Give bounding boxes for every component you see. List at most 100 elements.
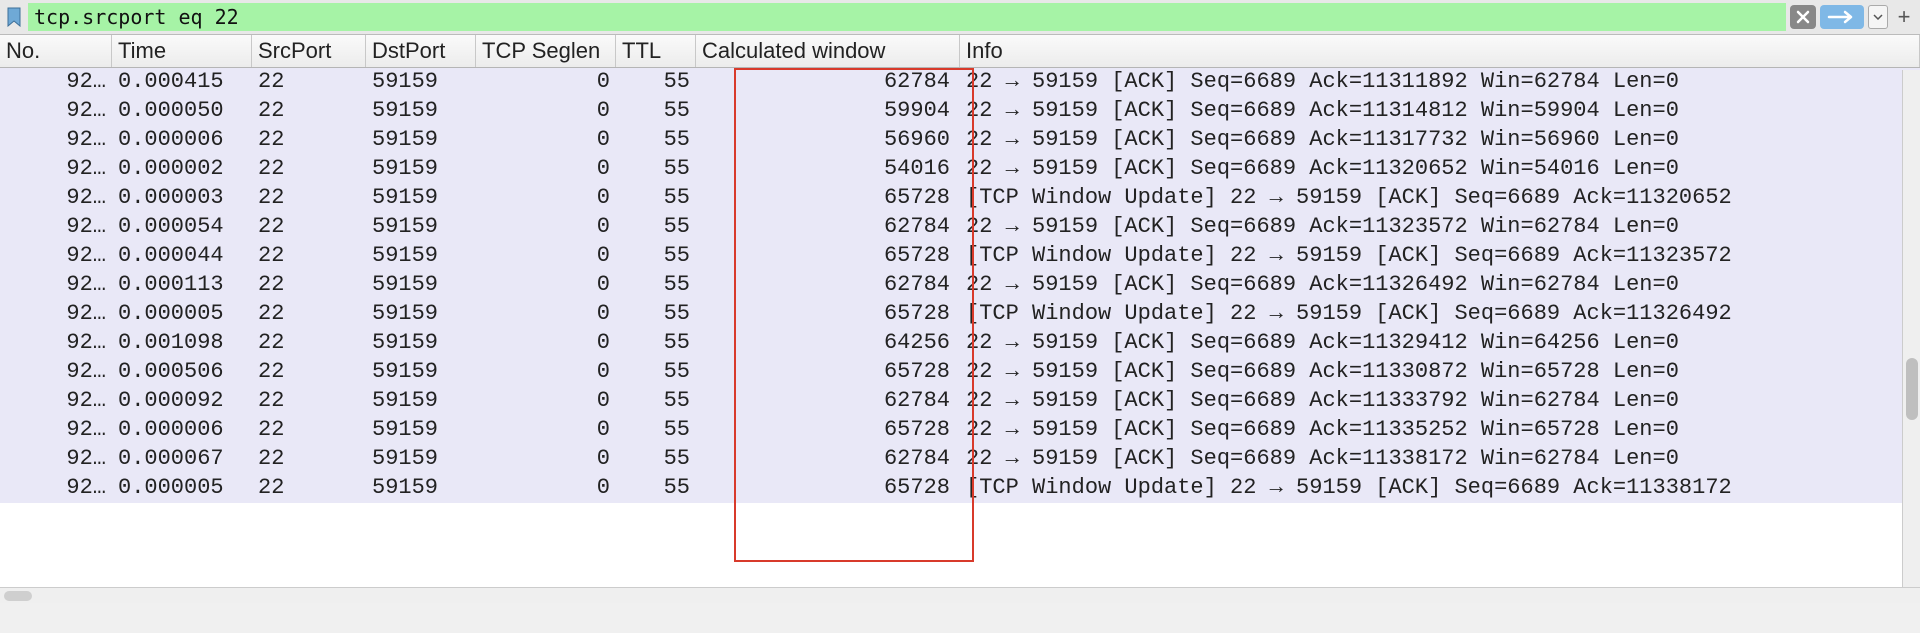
- cell-no: 92…: [0, 358, 112, 387]
- cell-time: 0.000415: [112, 68, 252, 97]
- cell-no: 92…: [0, 416, 112, 445]
- cell-seglen: 0: [476, 329, 616, 358]
- cell-seglen: 0: [476, 184, 616, 213]
- cell-calcwin: 65728: [696, 300, 960, 329]
- table-row[interactable]: 92…0.00000622591590556572822 → 59159 [AC…: [0, 416, 1920, 445]
- cell-dstport: 59159: [366, 242, 476, 271]
- cell-no: 92…: [0, 213, 112, 242]
- cell-info: 22 → 59159 [ACK] Seq=6689 Ack=11314812 W…: [960, 97, 1920, 126]
- cell-dstport: 59159: [366, 184, 476, 213]
- table-row[interactable]: 92…0.00000622591590555696022 → 59159 [AC…: [0, 126, 1920, 155]
- cell-srcport: 22: [252, 445, 366, 474]
- cell-time: 0.000005: [112, 300, 252, 329]
- cell-time: 0.000092: [112, 387, 252, 416]
- cell-srcport: 22: [252, 329, 366, 358]
- cell-info: 22 → 59159 [ACK] Seq=6689 Ack=11326492 W…: [960, 271, 1920, 300]
- cell-no: 92…: [0, 155, 112, 184]
- packet-list-pane: No. Time SrcPort DstPort TCP Seglen TTL …: [0, 35, 1920, 603]
- cell-no: 92…: [0, 184, 112, 213]
- display-filter-input[interactable]: [28, 3, 1786, 31]
- table-row[interactable]: 92…0.00011322591590556278422 → 59159 [AC…: [0, 271, 1920, 300]
- cell-no: 92…: [0, 97, 112, 126]
- cell-no: 92…: [0, 68, 112, 97]
- cell-calcwin: 59904: [696, 97, 960, 126]
- column-header-dstport[interactable]: DstPort: [366, 35, 476, 67]
- column-header-ttl[interactable]: TTL: [616, 35, 696, 67]
- cell-info: 22 → 59159 [ACK] Seq=6689 Ack=11329412 W…: [960, 329, 1920, 358]
- column-header-seglen[interactable]: TCP Seglen: [476, 35, 616, 67]
- apply-filter-button[interactable]: [1820, 5, 1864, 29]
- cell-calcwin: 62784: [696, 387, 960, 416]
- packet-list-body[interactable]: 92…0.00041522591590556278422 → 59159 [AC…: [0, 68, 1920, 503]
- table-row[interactable]: 92…0.000044225915905565728[TCP Window Up…: [0, 242, 1920, 271]
- column-header-info[interactable]: Info: [960, 35, 1920, 67]
- cell-calcwin: 54016: [696, 155, 960, 184]
- table-row[interactable]: 92…0.000005225915905565728[TCP Window Up…: [0, 300, 1920, 329]
- vertical-scrollbar-thumb[interactable]: [1906, 358, 1918, 420]
- cell-info: 22 → 59159 [ACK] Seq=6689 Ack=11333792 W…: [960, 387, 1920, 416]
- cell-dstport: 59159: [366, 213, 476, 242]
- table-row[interactable]: 92…0.00050622591590556572822 → 59159 [AC…: [0, 358, 1920, 387]
- table-row[interactable]: 92…0.00109822591590556425622 → 59159 [AC…: [0, 329, 1920, 358]
- cell-seglen: 0: [476, 387, 616, 416]
- cell-ttl: 55: [616, 416, 696, 445]
- table-row[interactable]: 92…0.00006722591590556278422 → 59159 [AC…: [0, 445, 1920, 474]
- cell-srcport: 22: [252, 126, 366, 155]
- cell-calcwin: 65728: [696, 416, 960, 445]
- cell-seglen: 0: [476, 445, 616, 474]
- cell-time: 0.000002: [112, 155, 252, 184]
- cell-srcport: 22: [252, 271, 366, 300]
- cell-seglen: 0: [476, 358, 616, 387]
- horizontal-scrollbar-thumb[interactable]: [4, 591, 32, 601]
- cell-dstport: 59159: [366, 155, 476, 184]
- cell-time: 0.000506: [112, 358, 252, 387]
- column-header-srcport[interactable]: SrcPort: [252, 35, 366, 67]
- table-row[interactable]: 92…0.000005225915905565728[TCP Window Up…: [0, 474, 1920, 503]
- cell-ttl: 55: [616, 126, 696, 155]
- cell-no: 92…: [0, 474, 112, 503]
- column-header-calcwin[interactable]: Calculated window: [696, 35, 960, 67]
- bookmark-icon[interactable]: [4, 5, 24, 29]
- cell-srcport: 22: [252, 184, 366, 213]
- cell-srcport: 22: [252, 97, 366, 126]
- cell-info: 22 → 59159 [ACK] Seq=6689 Ack=11335252 W…: [960, 416, 1920, 445]
- cell-info: 22 → 59159 [ACK] Seq=6689 Ack=11320652 W…: [960, 155, 1920, 184]
- filter-history-dropdown[interactable]: [1868, 5, 1888, 29]
- cell-ttl: 55: [616, 329, 696, 358]
- cell-ttl: 55: [616, 445, 696, 474]
- cell-srcport: 22: [252, 242, 366, 271]
- cell-dstport: 59159: [366, 474, 476, 503]
- table-row[interactable]: 92…0.00041522591590556278422 → 59159 [AC…: [0, 68, 1920, 97]
- horizontal-scrollbar[interactable]: [0, 587, 1920, 603]
- cell-dstport: 59159: [366, 416, 476, 445]
- cell-dstport: 59159: [366, 97, 476, 126]
- cell-srcport: 22: [252, 68, 366, 97]
- cell-no: 92…: [0, 126, 112, 155]
- vertical-scrollbar[interactable]: [1902, 70, 1920, 587]
- cell-info: [TCP Window Update] 22 → 59159 [ACK] Seq…: [960, 474, 1920, 503]
- cell-info: 22 → 59159 [ACK] Seq=6689 Ack=11330872 W…: [960, 358, 1920, 387]
- cell-ttl: 55: [616, 300, 696, 329]
- cell-ttl: 55: [616, 184, 696, 213]
- cell-calcwin: 62784: [696, 445, 960, 474]
- clear-filter-button[interactable]: [1790, 5, 1816, 29]
- cell-ttl: 55: [616, 68, 696, 97]
- table-row[interactable]: 92…0.00009222591590556278422 → 59159 [AC…: [0, 387, 1920, 416]
- cell-dstport: 59159: [366, 300, 476, 329]
- table-row[interactable]: 92…0.00000222591590555401622 → 59159 [AC…: [0, 155, 1920, 184]
- add-filter-button[interactable]: +: [1892, 5, 1916, 29]
- cell-time: 0.000050: [112, 97, 252, 126]
- filter-toolbar: +: [1790, 5, 1916, 29]
- table-row[interactable]: 92…0.00005022591590555990422 → 59159 [AC…: [0, 97, 1920, 126]
- cell-srcport: 22: [252, 155, 366, 184]
- column-header-no[interactable]: No.: [0, 35, 112, 67]
- column-header-time[interactable]: Time: [112, 35, 252, 67]
- cell-no: 92…: [0, 445, 112, 474]
- cell-dstport: 59159: [366, 271, 476, 300]
- cell-dstport: 59159: [366, 387, 476, 416]
- table-row[interactable]: 92…0.000003225915905565728[TCP Window Up…: [0, 184, 1920, 213]
- cell-ttl: 55: [616, 271, 696, 300]
- cell-dstport: 59159: [366, 358, 476, 387]
- cell-calcwin: 62784: [696, 68, 960, 97]
- table-row[interactable]: 92…0.00005422591590556278422 → 59159 [AC…: [0, 213, 1920, 242]
